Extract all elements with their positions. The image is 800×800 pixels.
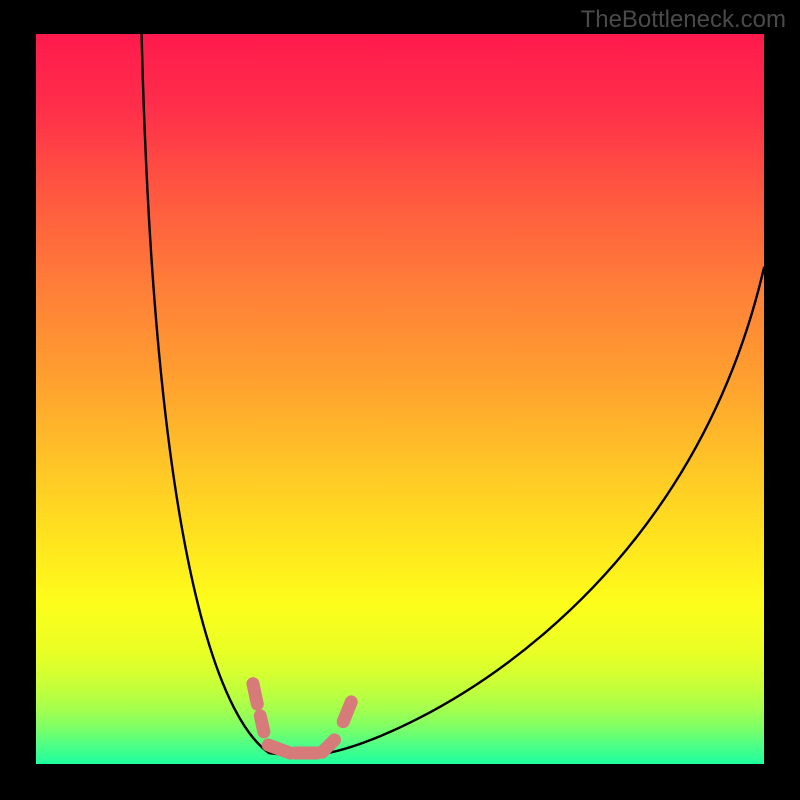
bottleneck-chart <box>36 34 764 764</box>
watermark-text: TheBottleneck.com <box>581 6 786 34</box>
marker-segment <box>260 716 264 732</box>
marker-segment <box>343 702 351 722</box>
marker-segment <box>322 740 334 752</box>
marker-segment <box>268 745 290 753</box>
figure-root: TheBottleneck.com <box>0 0 800 800</box>
marker-segment <box>253 684 257 704</box>
